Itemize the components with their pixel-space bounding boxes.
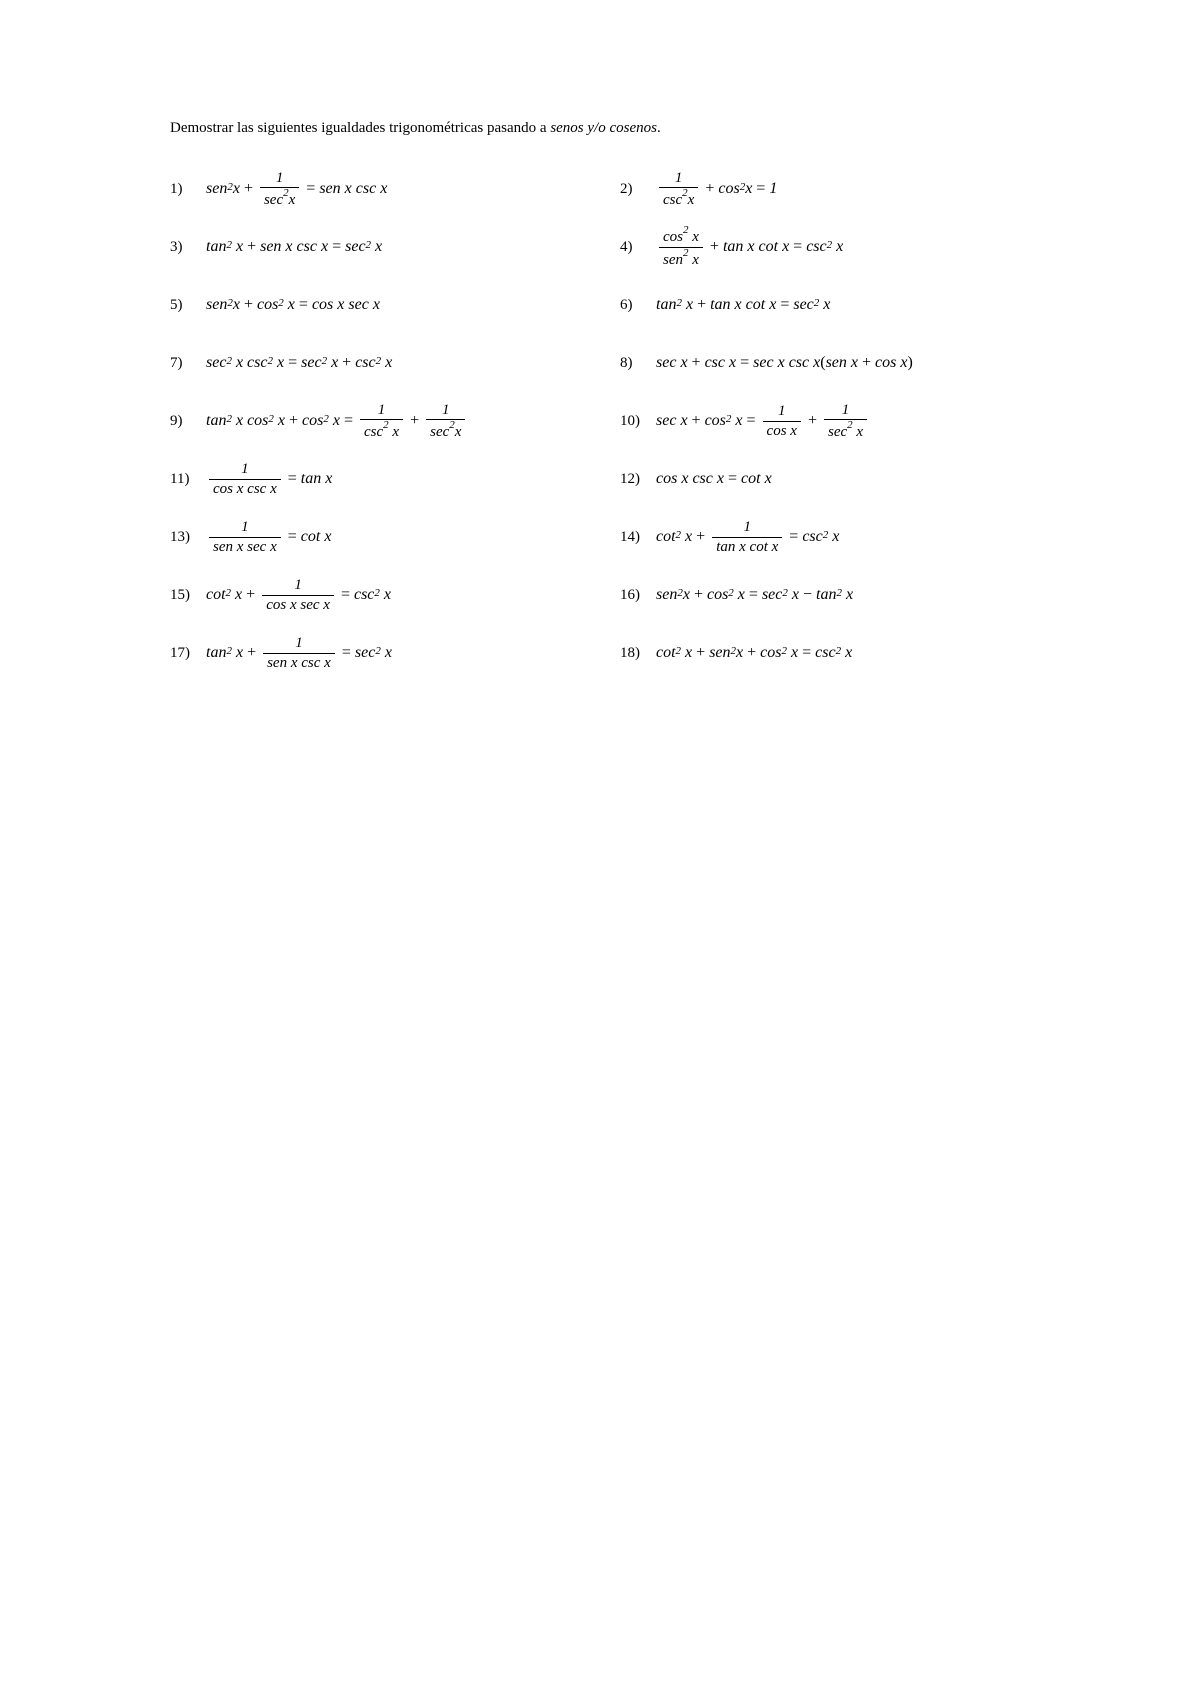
problem-number: 8) [620,355,656,372]
page-title: Demostrar las siguientes igualdades trig… [170,120,1030,137]
problem-14: 14) cot2 x + 1tan x cot x = csc2 x [620,515,1030,559]
equation: 1sen x sec x = cot x [206,519,331,555]
problem-15: 15) cot2 x + 1cos x sec x = csc2 x [170,573,580,617]
problem-17: 17) tan2 x + 1sen x csc x = sec2 x [170,631,580,675]
equation: cot2 x + 1tan x cot x = csc2 x [656,519,839,555]
equation: tan2 x + 1sen x csc x = sec2 x [206,635,392,671]
problem-number: 18) [620,645,656,662]
title-prefix: Demostrar las siguientes igualdades trig… [170,120,550,136]
problem-16: 16) sen2x + cos2 x = sec2 x − tan2 x [620,573,1030,617]
problem-number: 4) [620,239,656,256]
problem-13: 13) 1sen x sec x = cot x [170,515,580,559]
equation: sen2x + cos2 x = cos x sec x [206,296,380,314]
problem-7: 7) sec2 x csc2 x = sec2 x + csc2 x [170,341,580,385]
problem-1: 1) sen2x + 1sec2x = sen x csc x [170,167,580,211]
problem-grid: 1) sen2x + 1sec2x = sen x csc x 2) 1csc2… [170,167,1030,675]
problem-number: 14) [620,529,656,546]
problem-18: 18) cot2 x + sen2x + cos2 x = csc2 x [620,631,1030,675]
problem-number: 11) [170,471,206,488]
problem-number: 6) [620,297,656,314]
equation: sec x + cos2 x = 1cos x + 1sec2 x [656,402,870,441]
problem-number: 15) [170,587,206,604]
problem-number: 12) [620,471,656,488]
equation: cot2 x + sen2x + cos2 x = csc2 x [656,644,852,662]
problem-number: 1) [170,181,206,198]
equation: cos2 xsen2 x + tan x cot x = csc2 x [656,226,843,268]
problem-number: 9) [170,413,206,430]
problem-number: 3) [170,239,206,256]
equation: sen2x + cos2 x = sec2 x − tan2 x [656,586,853,604]
equation: 1cos x csc x = tan x [206,461,332,497]
equation: 1csc2x + cos2x = 1 [656,170,777,209]
problem-number: 7) [170,355,206,372]
problem-number: 10) [620,413,656,430]
equation: tan2 x cos2 x + cos2 x = 1csc2 x + 1sec2… [206,402,468,441]
problem-2: 2) 1csc2x + cos2x = 1 [620,167,1030,211]
problem-6: 6) tan2 x + tan x cot x = sec2 x [620,283,1030,327]
title-suffix: . [657,120,661,136]
equation: sec x + csc x = sec x csc x(sen x + cos … [656,354,913,372]
problem-4: 4) cos2 xsen2 x + tan x cot x = csc2 x [620,225,1030,269]
problem-11: 11) 1cos x csc x = tan x [170,457,580,501]
problem-10: 10) sec x + cos2 x = 1cos x + 1sec2 x [620,399,1030,443]
problem-number: 5) [170,297,206,314]
problem-12: 12) cos x csc x = cot x [620,457,1030,501]
problem-9: 9) tan2 x cos2 x + cos2 x = 1csc2 x + 1s… [170,399,580,443]
equation: cot2 x + 1cos x sec x = csc2 x [206,577,391,613]
problem-3: 3) tan2 x + sen x csc x = sec2 x [170,225,580,269]
equation: cos x csc x = cot x [656,470,772,488]
problem-number: 17) [170,645,206,662]
problem-5: 5) sen2x + cos2 x = cos x sec x [170,283,580,327]
problem-8: 8) sec x + csc x = sec x csc x(sen x + c… [620,341,1030,385]
title-italic: senos y/o cosenos [550,120,657,136]
problem-number: 13) [170,529,206,546]
equation: tan2 x + sen x csc x = sec2 x [206,238,382,256]
equation: tan2 x + tan x cot x = sec2 x [656,296,830,314]
equation: sec2 x csc2 x = sec2 x + csc2 x [206,354,392,372]
equation: sen2x + 1sec2x = sen x csc x [206,170,387,209]
problem-number: 2) [620,181,656,198]
problem-number: 16) [620,587,656,604]
